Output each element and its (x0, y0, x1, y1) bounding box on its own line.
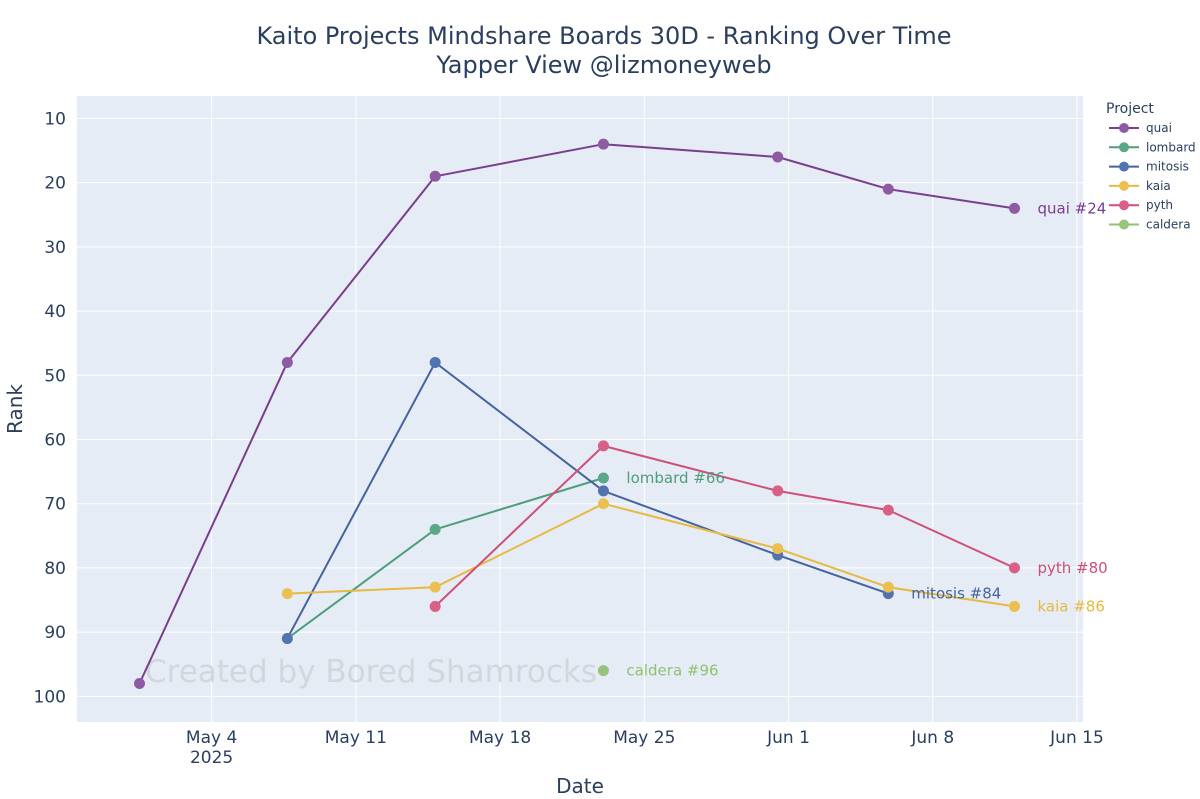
pyth-point (772, 485, 784, 497)
kaia-end-label: kaia #86 (1037, 597, 1104, 615)
caldera-point (597, 665, 609, 677)
series-kaia (281, 498, 1020, 612)
x-tick-label: Jun 15 (1049, 728, 1104, 748)
kaia-point (429, 581, 441, 593)
chart-title: Kaito Projects Mindshare Boards 30D - Ra… (256, 22, 951, 50)
kaia-point (597, 498, 609, 510)
legend: Project quai lombard mitosis kaia pyth calder… (1106, 101, 1196, 232)
y-axis-ticks: 10 20 30 40 50 60 70 80 90 100 (34, 109, 66, 707)
y-tick-label: 80 (44, 559, 66, 579)
lombard-point (597, 472, 609, 484)
legend-marker-swatch (1119, 123, 1129, 133)
kaia-point (882, 581, 894, 593)
caldera-end-label: caldera #96 (626, 662, 718, 680)
legend-label: kaia (1146, 179, 1171, 193)
quai-point (882, 183, 894, 195)
chart-subtitle: Yapper View @lizmoneyweb (435, 51, 771, 79)
grid-lines (77, 96, 1083, 722)
legend-item-pyth[interactable]: pyth (1109, 198, 1173, 212)
pyth-point (882, 504, 894, 516)
y-tick-label: 70 (44, 495, 66, 515)
x-tick-label: Jun 8 (910, 728, 954, 748)
quai-point (429, 170, 441, 182)
legend-title: Project (1106, 101, 1154, 117)
legend-marker-swatch (1119, 180, 1129, 191)
legend-marker-swatch (1119, 200, 1129, 211)
legend-item-caldera[interactable]: caldera (1109, 218, 1191, 232)
legend-label: lombard (1146, 140, 1196, 154)
x-tick-label: May 11 (325, 728, 387, 748)
y-tick-label: 30 (44, 238, 66, 258)
kaia-line (287, 502, 1015, 608)
legend-label: pyth (1146, 198, 1173, 212)
legend-item-mitosis[interactable]: mitosis (1109, 160, 1189, 174)
quai-point (281, 356, 293, 368)
kaia-point (1008, 600, 1020, 612)
mitosis-point (429, 356, 441, 368)
quai-point (772, 151, 784, 163)
legend-label: quai (1146, 121, 1172, 135)
series-mitosis (281, 356, 894, 645)
legend-label: caldera (1146, 218, 1191, 232)
quai-point (1008, 202, 1020, 214)
series-pyth (429, 440, 1020, 612)
legend-marker-swatch (1119, 219, 1129, 230)
mitosis-point (281, 633, 293, 645)
x-axis-title: Date (556, 774, 604, 798)
legend-marker-swatch (1119, 142, 1129, 153)
plot-area (77, 96, 1083, 722)
x-tick-label: May 4 (186, 728, 237, 748)
legend-marker-swatch (1119, 161, 1129, 172)
pyth-point (429, 600, 441, 612)
legend-item-kaia[interactable]: kaia (1109, 179, 1171, 193)
y-tick-label: 10 (44, 109, 66, 129)
quai-end-label: quai #24 (1037, 199, 1106, 217)
legend-item-lombard[interactable]: lombard (1109, 140, 1196, 154)
lombard-end-label: lombard #66 (626, 469, 725, 487)
series-layer (133, 138, 1020, 689)
x-tick-label: May 18 (469, 728, 531, 748)
watermark: Created by Bored Shamrocks (145, 654, 597, 690)
pyth-end-label: pyth #80 (1037, 559, 1107, 577)
y-tick-label: 100 (34, 687, 66, 707)
series-caldera (597, 665, 609, 677)
x-tick-label: Jun 1 (766, 728, 810, 748)
quai-point (133, 677, 145, 689)
mitosis-end-label: mitosis #84 (911, 585, 1001, 603)
legend-label: mitosis (1146, 160, 1189, 174)
y-tick-label: 50 (44, 366, 66, 386)
mitosis-point (597, 485, 609, 497)
end-labels: quai #24 lombard #66 mitosis #84 kaia #86 py… (626, 199, 1107, 679)
y-tick-label: 40 (44, 302, 66, 322)
series-quai (133, 138, 1020, 689)
quai-point (597, 138, 609, 150)
y-tick-label: 20 (44, 174, 66, 194)
x-tick-sublabel: 2025 (190, 748, 233, 768)
legend-item-quai[interactable]: quai (1109, 121, 1172, 135)
pyth-point (597, 440, 609, 452)
y-tick-label: 60 (44, 430, 66, 450)
lombard-point (429, 523, 441, 535)
y-tick-label: 90 (44, 623, 66, 643)
pyth-point (1008, 562, 1020, 574)
y-axis-title: Rank (3, 384, 27, 434)
kaia-point (281, 588, 293, 600)
x-tick-label: May 25 (613, 728, 675, 748)
kaia-point (772, 543, 784, 555)
